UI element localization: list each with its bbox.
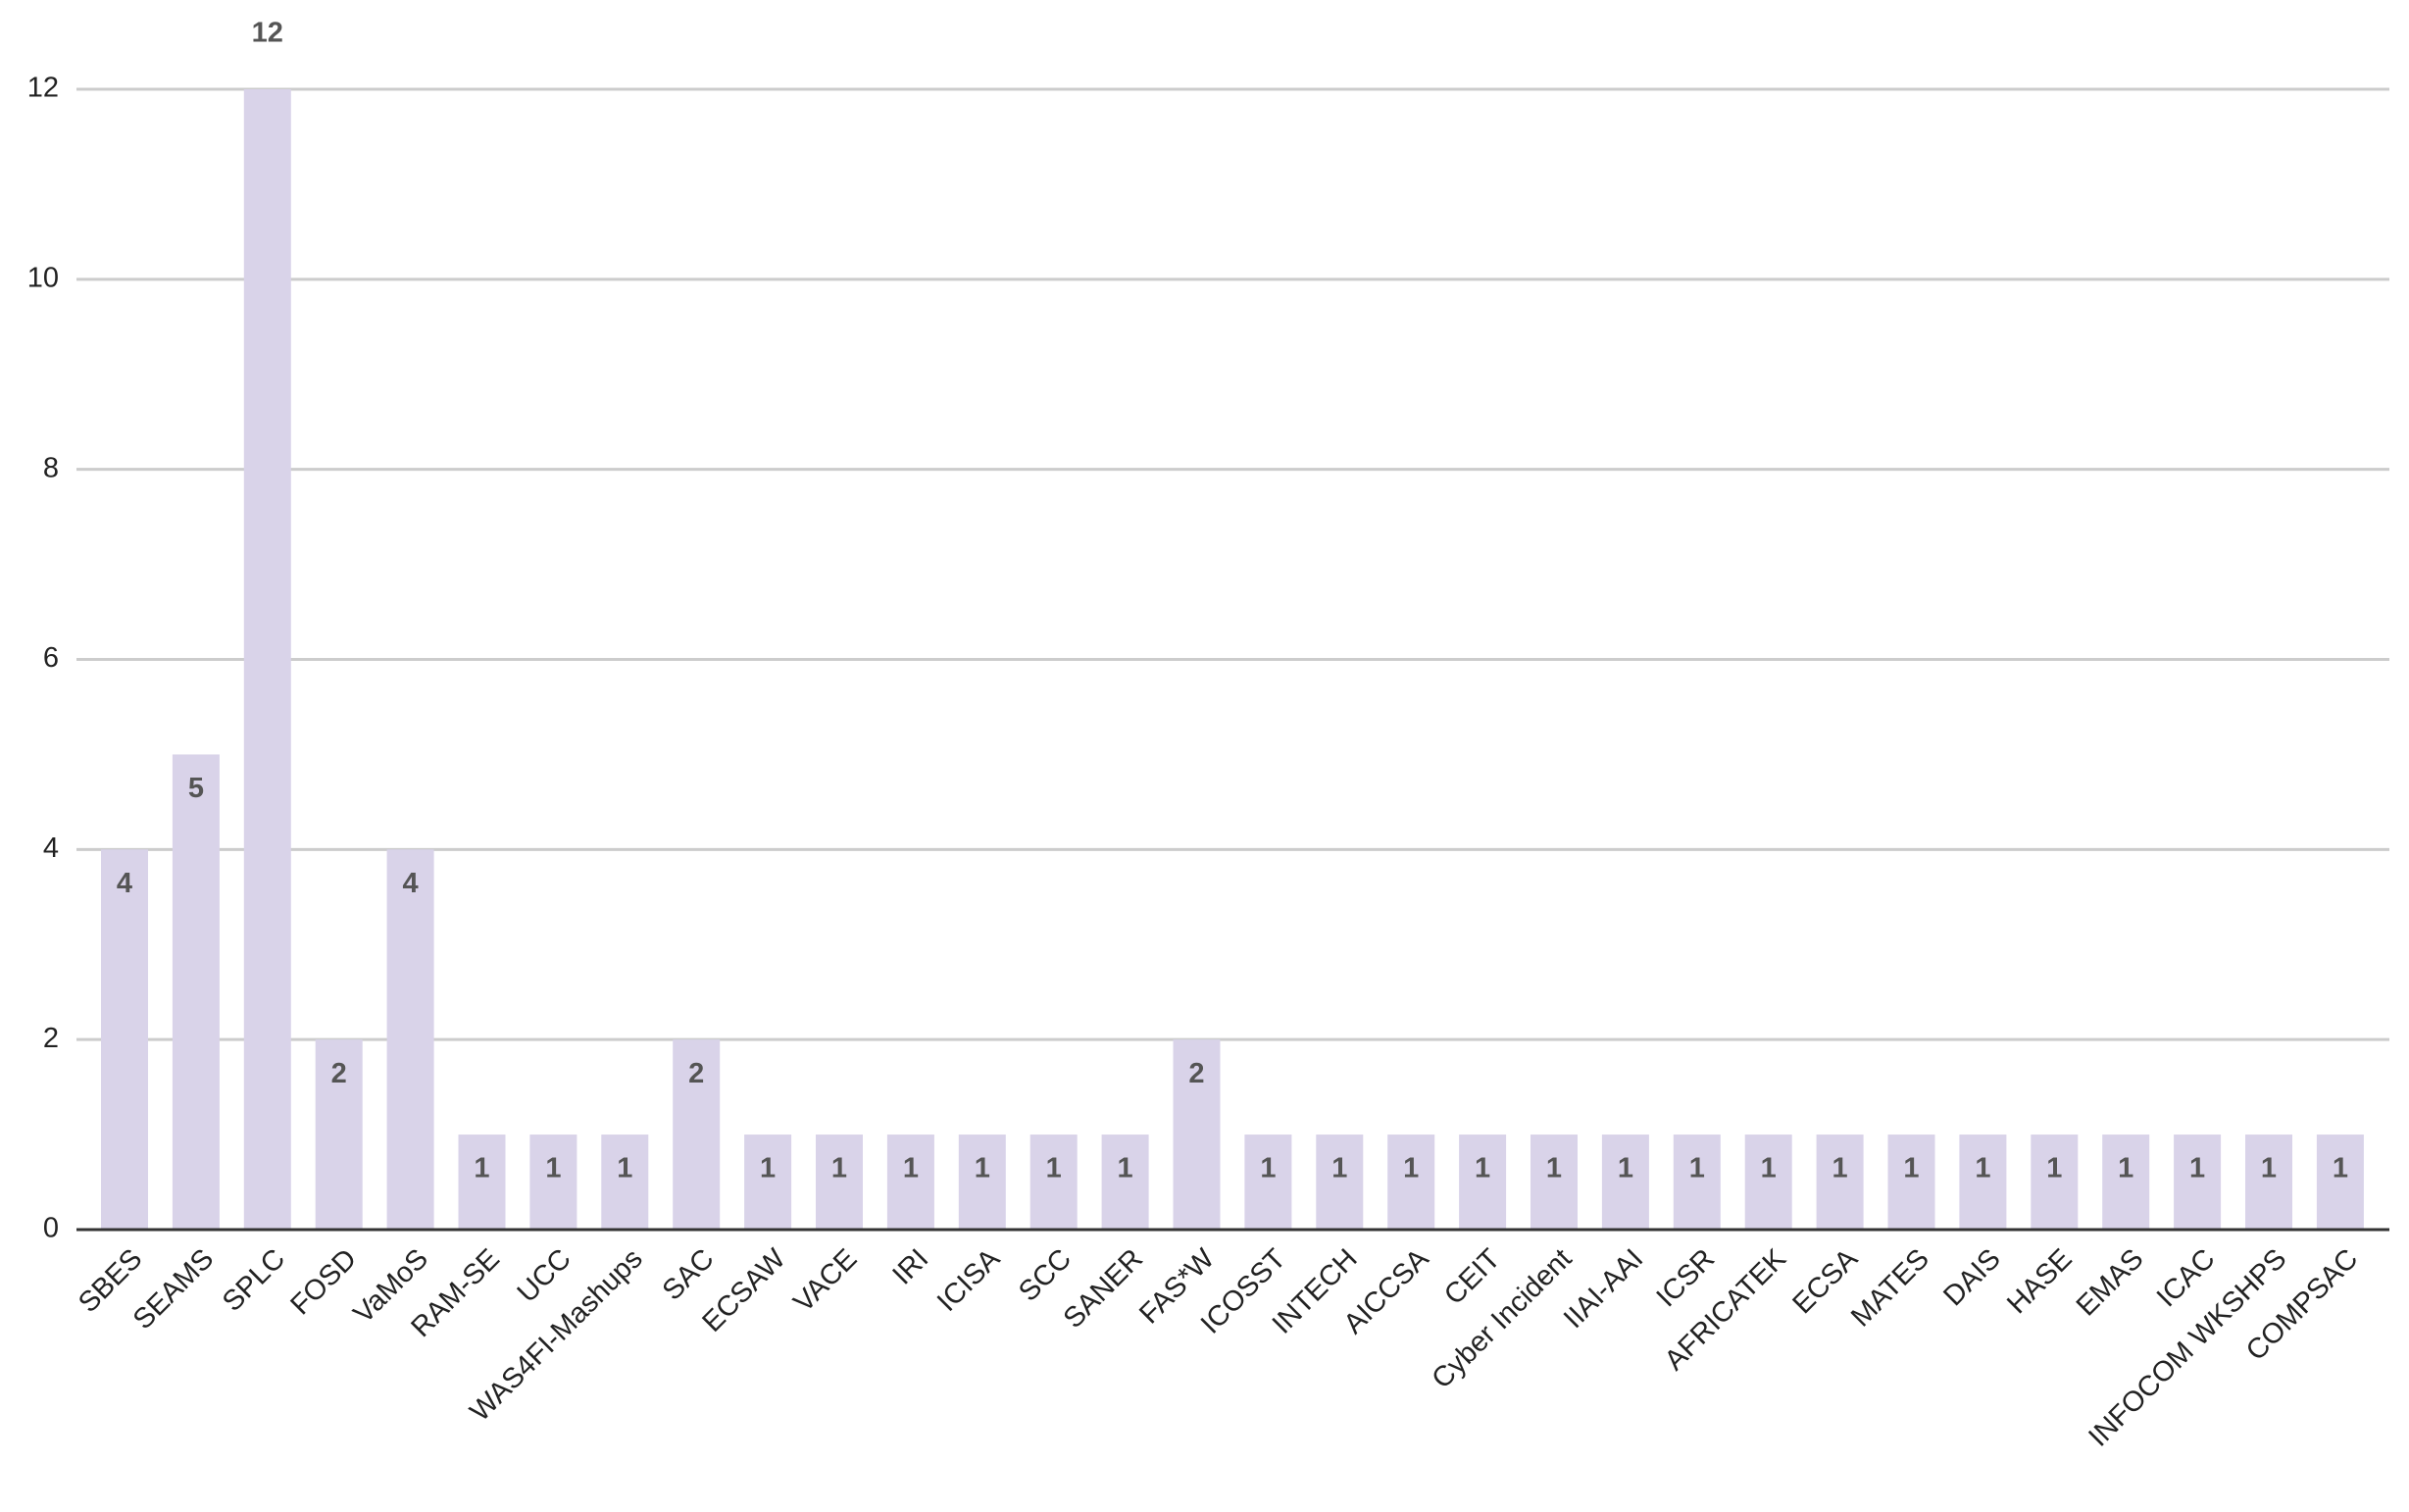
value-label: 1: [1903, 1153, 1919, 1184]
bar: [1744, 1134, 1792, 1230]
bar: [2245, 1134, 2292, 1230]
value-label: 1: [545, 1153, 561, 1184]
bar: [1316, 1134, 1364, 1230]
value-label: 2: [1188, 1058, 1204, 1089]
bar: [101, 849, 148, 1230]
y-tick-label: 8: [43, 452, 59, 483]
value-label: 1: [2261, 1153, 2277, 1184]
x-tick-label: HASE: [2001, 1243, 2078, 1320]
bar: [529, 1134, 577, 1230]
x-tick-label: VACE: [787, 1243, 863, 1319]
x-tick-label: SCC: [1013, 1243, 1078, 1308]
value-label: 1: [1975, 1153, 1990, 1184]
y-tick-label: 4: [43, 832, 59, 864]
bar: [886, 1134, 934, 1230]
value-label: 1: [1403, 1153, 1419, 1184]
value-label: 1: [2046, 1153, 2062, 1184]
value-label: 1: [1331, 1153, 1347, 1184]
bar: [1816, 1134, 1864, 1230]
value-label: 1: [975, 1153, 990, 1184]
bar: [2031, 1134, 2079, 1230]
bar: [744, 1134, 792, 1230]
value-label: 5: [188, 773, 204, 804]
bar: [386, 849, 434, 1230]
bar: [2174, 1134, 2222, 1230]
y-tick-label: 2: [43, 1023, 59, 1054]
bar: [315, 1039, 363, 1230]
x-tick-label: SPLC: [217, 1243, 291, 1318]
value-label: 1: [1618, 1153, 1633, 1184]
value-label: 1: [1761, 1153, 1777, 1184]
bar: [172, 754, 220, 1230]
value-label: 4: [403, 868, 419, 899]
value-label: 1: [1689, 1153, 1705, 1184]
value-label: 1: [2333, 1153, 2348, 1184]
x-tick-label: MATES: [1845, 1243, 1935, 1334]
x-tick-label: UCC: [512, 1243, 577, 1309]
bar: [1173, 1039, 1221, 1230]
value-label: 1: [760, 1153, 776, 1184]
bar: [1459, 1134, 1507, 1230]
x-tick-label: EMAS: [2071, 1243, 2150, 1323]
value-label: 1: [1260, 1153, 1276, 1184]
value-label: 1: [2118, 1153, 2133, 1184]
bar: [458, 1134, 506, 1230]
x-tick-label: IIAI-AAI: [1558, 1243, 1649, 1335]
x-tick-label: SAC: [657, 1243, 721, 1307]
bar: [1959, 1134, 2007, 1230]
bar: [1101, 1134, 1149, 1230]
x-tick-label: SEAMS: [127, 1243, 220, 1336]
value-label: 1: [2189, 1153, 2205, 1184]
value-label: 1: [831, 1153, 847, 1184]
bar: [1244, 1134, 1292, 1230]
bar: [1887, 1134, 1935, 1230]
x-tick-label: CEIT: [1438, 1243, 1507, 1312]
bar: [1673, 1134, 1721, 1230]
bar: [958, 1134, 1006, 1230]
value-label: 1: [1475, 1153, 1490, 1184]
value-label: 1: [617, 1153, 632, 1184]
value-label: 1: [474, 1153, 489, 1184]
x-tick-label: IRI: [886, 1243, 934, 1291]
value-label: 1: [1546, 1153, 1562, 1184]
bar: [2102, 1134, 2150, 1230]
bar: [673, 1039, 721, 1230]
y-tick-label: 6: [43, 642, 59, 674]
value-label: 2: [688, 1058, 704, 1089]
value-label: 1: [1046, 1153, 1062, 1184]
bar: [1387, 1134, 1435, 1230]
bar: [1531, 1134, 1578, 1230]
x-tick-label: SANER: [1058, 1243, 1149, 1335]
value-label: 1: [1832, 1153, 1848, 1184]
x-tick-label: DAIS: [1937, 1243, 2006, 1312]
bar: [1601, 1134, 1649, 1230]
value-label: 1: [1118, 1153, 1133, 1184]
value-label: 1: [903, 1153, 919, 1184]
y-tick-label: 0: [43, 1213, 59, 1244]
x-tick-label: ICISA: [931, 1242, 1007, 1318]
y-tick-label: 10: [27, 262, 59, 293]
value-label: 12: [252, 18, 283, 49]
bar: [2316, 1134, 2364, 1230]
bar: [601, 1134, 649, 1230]
value-label: 2: [331, 1058, 347, 1089]
bar: [1029, 1134, 1078, 1230]
bar: [816, 1134, 863, 1230]
y-tick-label: 12: [27, 73, 59, 104]
bar: [243, 89, 291, 1230]
value-label: 4: [117, 868, 132, 899]
